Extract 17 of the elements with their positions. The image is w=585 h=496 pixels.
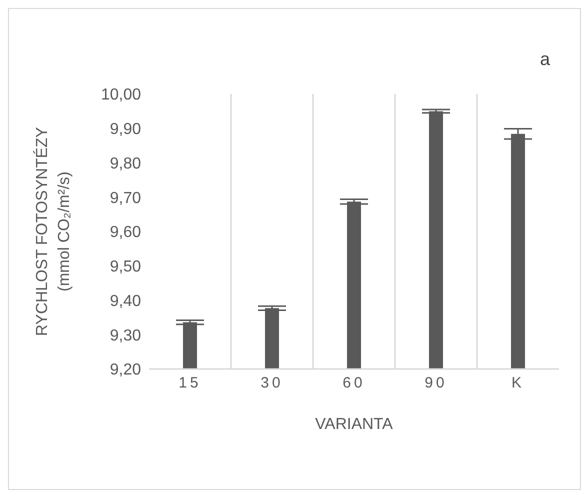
y-tick-label: 9,90 (110, 121, 142, 138)
x-tick-label: 60 (342, 374, 366, 392)
y-tick-label: 9,50 (110, 258, 142, 276)
y-tick-label: 9,30 (110, 327, 142, 344)
x-tick-label: 30 (260, 374, 284, 392)
y-tick-label: 9,70 (110, 190, 142, 207)
y-tick-label: 9,40 (110, 292, 142, 310)
y-tick-label: 9,80 (110, 155, 142, 172)
text: a (540, 49, 550, 70)
y-tick-label: 10,00 (100, 86, 142, 104)
x-tick-label: K (511, 374, 525, 392)
x-tick-label: 15 (178, 374, 202, 392)
y-axis-title: RYCHLOST FOTOSYNTÉZY (mmol CO₂/m²/s) (33, 126, 73, 336)
y-tick-label: 9,60 (110, 224, 142, 242)
x-axis-title: VARIANTA (315, 416, 394, 433)
y-tick-label: 9,20 (110, 362, 142, 379)
x-tick-label: 90 (424, 374, 448, 392)
